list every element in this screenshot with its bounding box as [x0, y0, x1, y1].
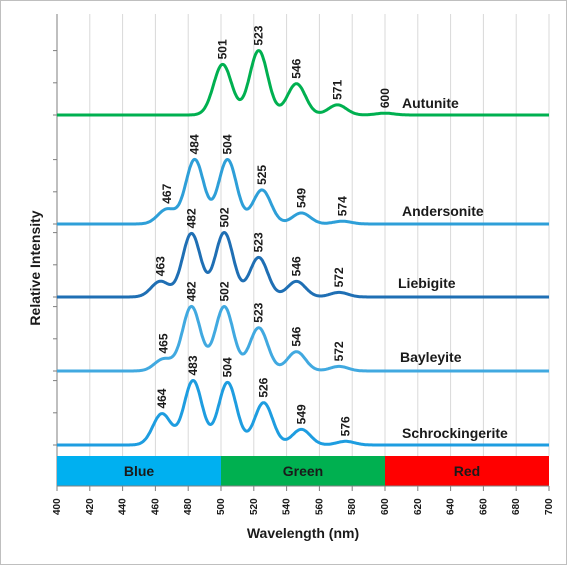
- x-tick-label: 420: [85, 498, 96, 515]
- band-blue: [57, 456, 221, 486]
- x-tick-label: 460: [150, 498, 161, 515]
- peak-label: 574: [335, 196, 349, 216]
- peak-label: 523: [252, 302, 266, 322]
- x-tick-label: 560: [314, 498, 325, 515]
- series-label: Schrockingerite: [402, 425, 508, 441]
- spectrum-line-andersonite: [56, 157, 550, 226]
- peak-label: 482: [184, 208, 198, 228]
- x-tick-label: 400: [52, 498, 63, 515]
- spectrum-line-autunite: [56, 49, 550, 117]
- peak-label: 465: [157, 333, 171, 353]
- spectrum-line-schrockingerite: [56, 379, 550, 447]
- peak-label: 504: [221, 357, 235, 377]
- peak-label: 546: [289, 256, 303, 276]
- peak-label: 572: [332, 267, 346, 287]
- y-axis-title: Relative Intensity: [27, 210, 43, 325]
- peak-label: 549: [294, 404, 308, 424]
- peak-label: 576: [339, 416, 353, 436]
- x-tick-label: 540: [282, 498, 293, 515]
- peak-label: 502: [217, 207, 231, 227]
- peak-label: 482: [184, 281, 198, 301]
- peak-label: 504: [221, 134, 235, 154]
- peak-label: 501: [216, 39, 230, 59]
- series-label: Andersonite: [402, 203, 484, 219]
- x-tick-label: 520: [249, 498, 260, 515]
- band-red: [385, 456, 549, 486]
- peak-label: 572: [332, 341, 346, 361]
- peak-label: 467: [160, 183, 174, 203]
- x-tick-label: 600: [380, 498, 391, 515]
- x-tick-label: 640: [446, 498, 457, 515]
- series-label: Bayleyite: [400, 349, 462, 365]
- peak-label: 571: [330, 80, 344, 100]
- series-label: Liebigite: [398, 275, 456, 291]
- x-tick-label: 440: [118, 498, 129, 515]
- x-tick-label: 580: [347, 498, 358, 515]
- band-label: Red: [454, 463, 480, 479]
- peak-label: 546: [289, 58, 303, 78]
- peak-label: 523: [252, 25, 266, 45]
- peak-label: 546: [289, 326, 303, 346]
- peak-label: 549: [294, 188, 308, 208]
- peak-label: 525: [255, 165, 269, 185]
- spectrum-line-liebigite: [56, 231, 550, 299]
- peak-label: 464: [155, 388, 169, 408]
- peak-label: 483: [186, 355, 200, 375]
- peak-label: 502: [217, 281, 231, 301]
- band-green: [221, 456, 385, 486]
- spectrum-line-bayleyite: [56, 304, 550, 373]
- band-label: Blue: [124, 463, 155, 479]
- peak-label: 484: [188, 134, 202, 154]
- peak-label: 526: [257, 377, 271, 397]
- series-label: Autunite: [402, 95, 459, 111]
- peak-label: 463: [153, 256, 167, 276]
- x-tick-label: 480: [183, 498, 194, 515]
- x-tick-label: 620: [413, 498, 424, 515]
- x-tick-label: 700: [544, 498, 555, 515]
- x-tick-label: 680: [511, 498, 522, 515]
- x-tick-label: 660: [478, 498, 489, 515]
- x-tick-label: 500: [216, 498, 227, 515]
- x-axis-title: Wavelength (nm): [247, 525, 359, 541]
- peak-label: 600: [378, 88, 392, 108]
- band-label: Green: [283, 463, 323, 479]
- peak-label: 523: [252, 232, 266, 252]
